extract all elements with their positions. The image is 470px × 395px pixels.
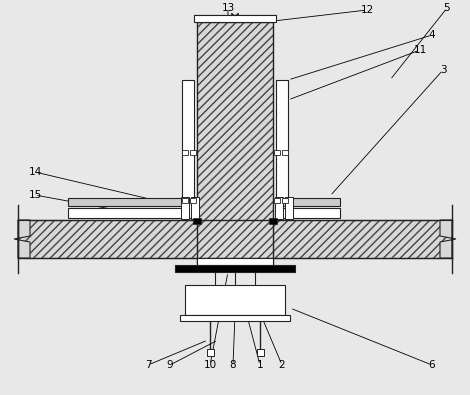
Text: 12: 12 — [360, 5, 374, 15]
Bar — [197, 22, 273, 265]
Bar — [282, 150, 288, 155]
Text: 13: 13 — [221, 3, 235, 13]
Bar — [190, 150, 196, 155]
Bar — [193, 218, 201, 224]
Text: 7: 7 — [145, 360, 151, 370]
Bar — [274, 198, 280, 203]
Bar — [68, 198, 189, 206]
Bar — [182, 80, 194, 218]
Text: 8: 8 — [230, 360, 236, 370]
Text: 6: 6 — [429, 360, 435, 370]
Text: 15: 15 — [28, 190, 42, 200]
Text: 10: 10 — [204, 360, 217, 370]
Bar — [182, 198, 188, 203]
Bar — [181, 197, 189, 219]
Bar — [281, 208, 340, 218]
Bar — [282, 198, 288, 203]
Text: 3: 3 — [440, 65, 446, 75]
Bar — [194, 15, 276, 22]
Bar — [68, 208, 189, 218]
Bar — [185, 285, 285, 315]
Text: 4: 4 — [429, 30, 435, 40]
Bar — [182, 150, 188, 155]
Bar — [175, 265, 295, 272]
Bar — [190, 198, 196, 203]
Bar — [197, 258, 273, 265]
Bar — [281, 198, 340, 206]
Polygon shape — [14, 220, 30, 258]
Polygon shape — [440, 220, 456, 258]
Bar — [269, 218, 277, 224]
Bar — [197, 22, 273, 265]
Bar — [285, 197, 293, 219]
Bar — [180, 315, 290, 321]
Bar — [274, 150, 280, 155]
Text: 11: 11 — [414, 45, 427, 55]
Bar — [275, 197, 283, 219]
Text: 9: 9 — [167, 360, 173, 370]
Text: 2: 2 — [279, 360, 285, 370]
Text: 14: 14 — [28, 167, 42, 177]
Text: 5: 5 — [444, 3, 450, 13]
Text: 1: 1 — [257, 360, 263, 370]
Bar — [207, 349, 214, 356]
Bar — [257, 349, 264, 356]
Bar — [273, 220, 452, 258]
Bar — [18, 220, 197, 258]
Bar — [191, 197, 199, 219]
Bar — [276, 80, 288, 218]
